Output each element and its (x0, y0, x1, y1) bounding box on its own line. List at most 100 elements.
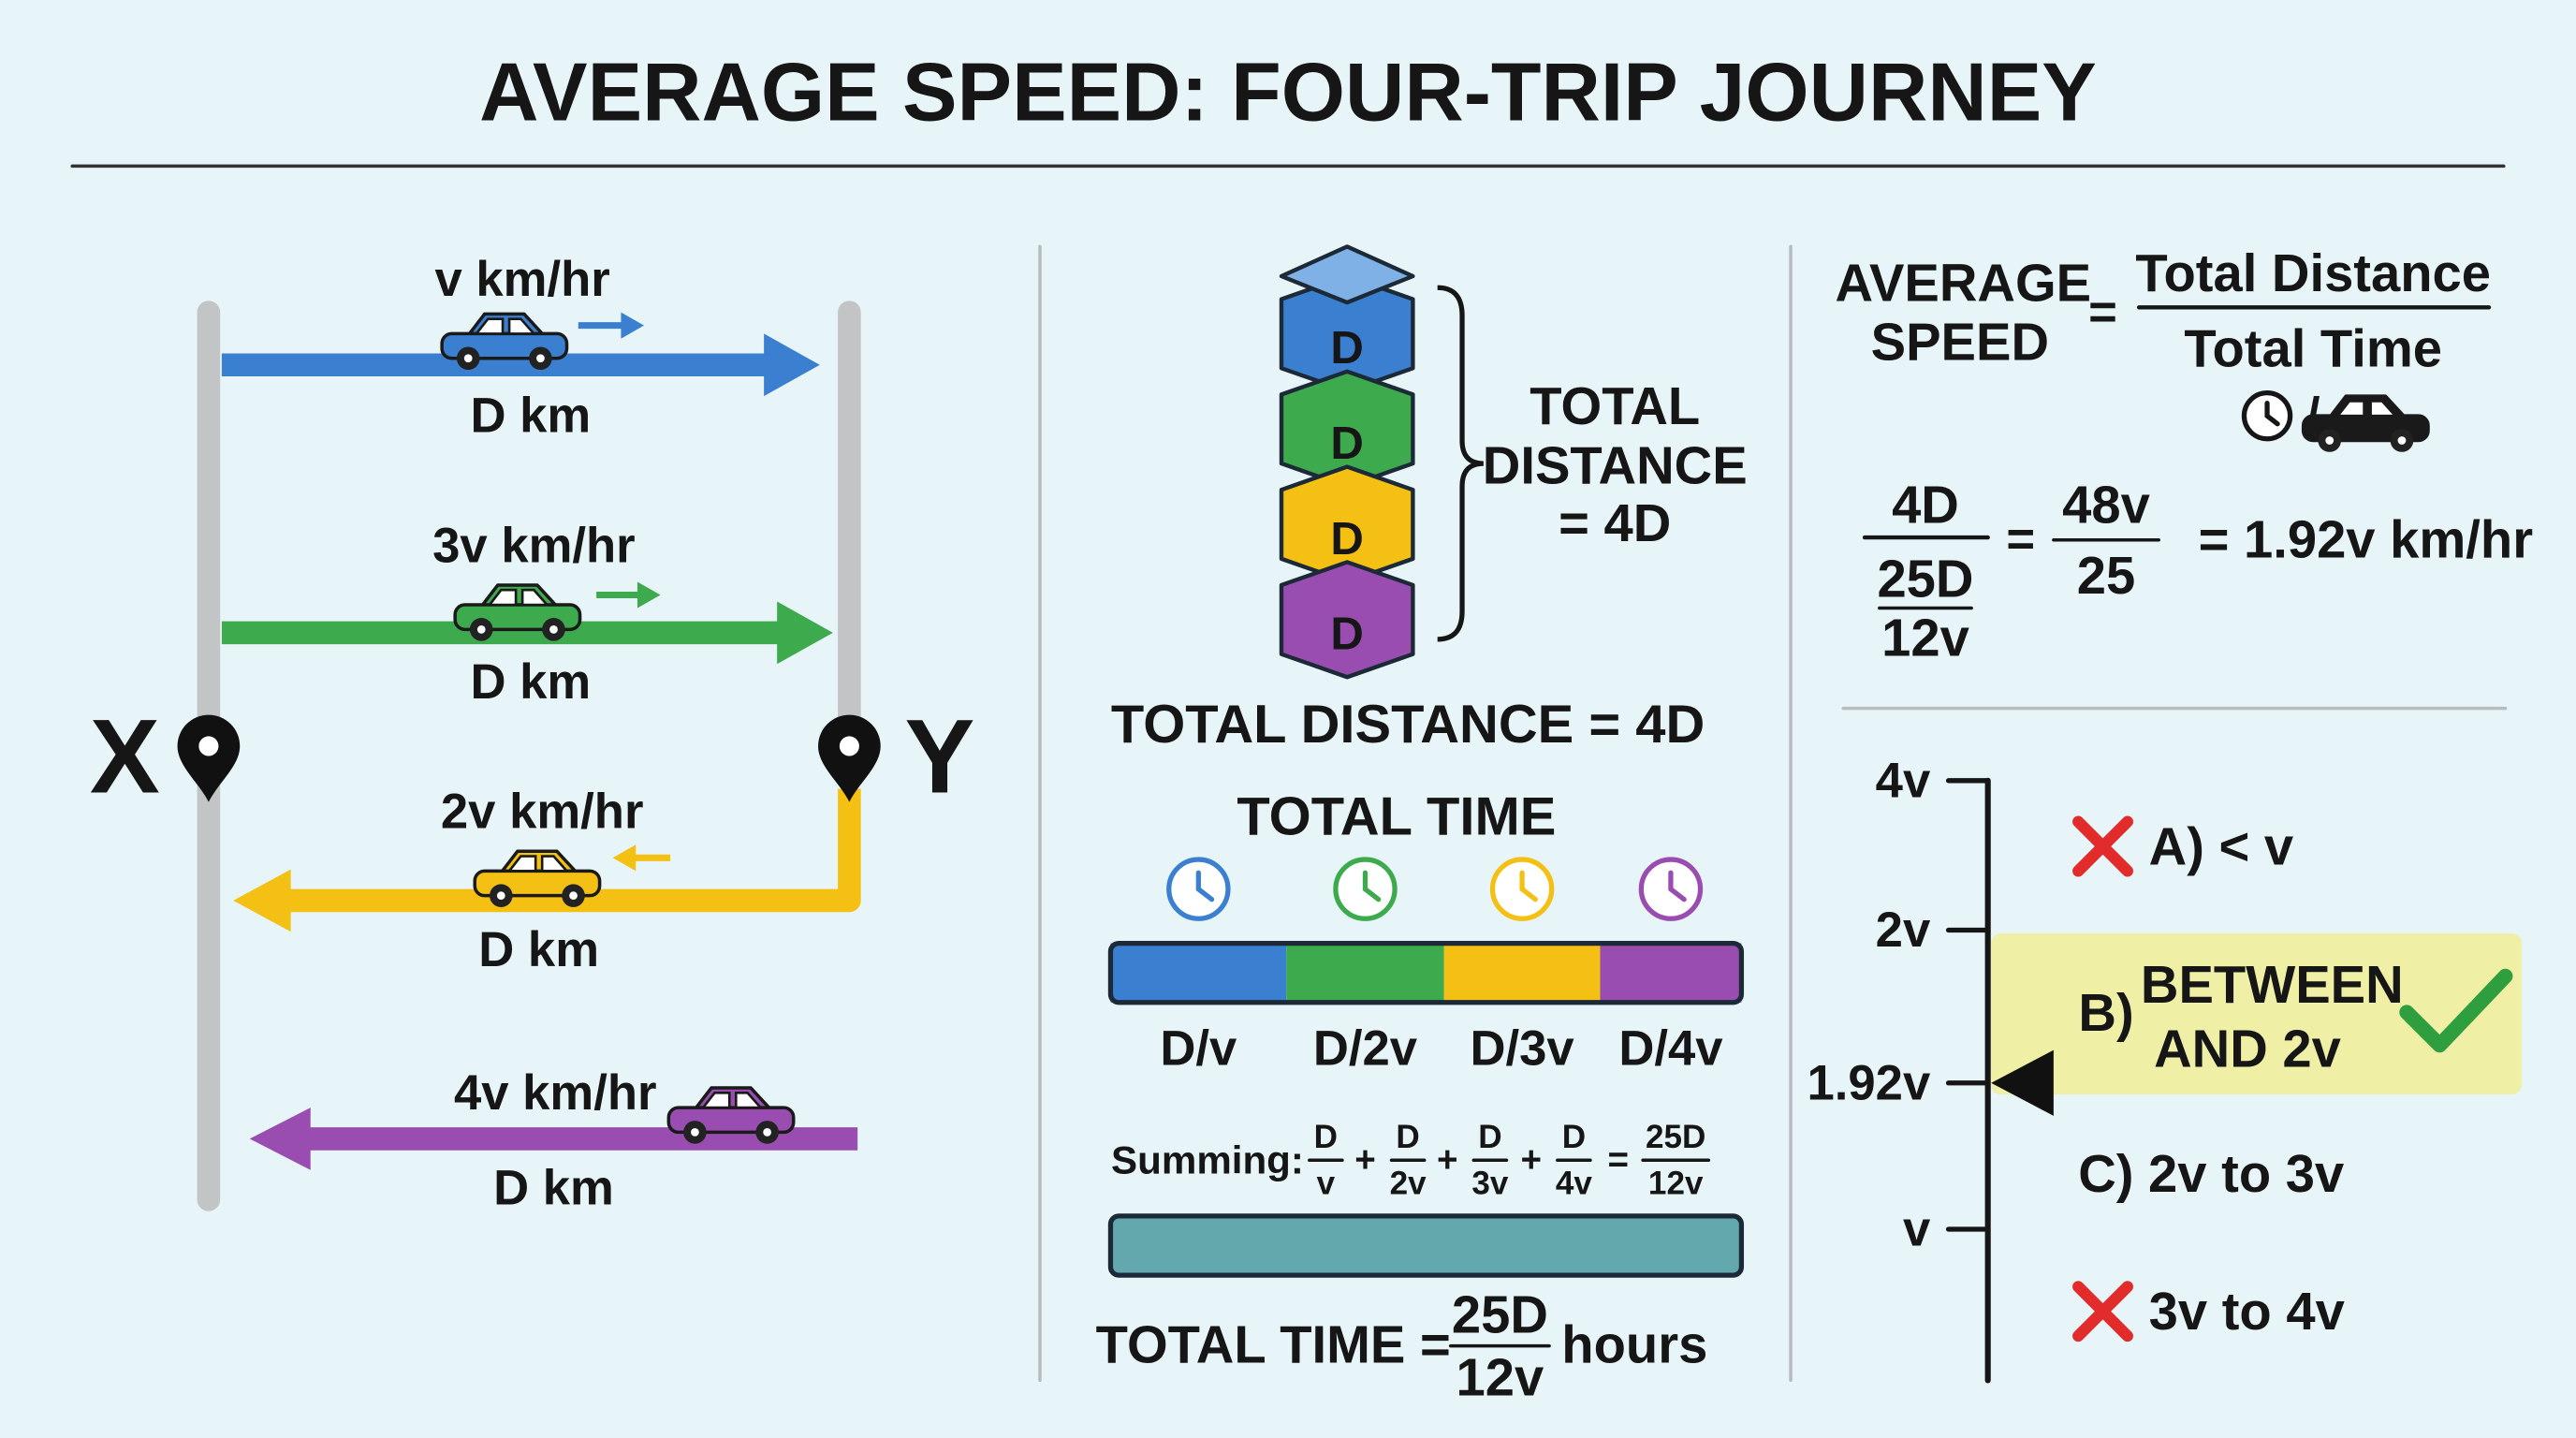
total-time-label: TOTAL TIME = (1096, 1314, 1451, 1373)
block-top (1279, 244, 1415, 305)
trip-arrowhead (621, 312, 644, 339)
check-icon (2399, 968, 2513, 1053)
summing-result-numerator: 25D (1646, 1119, 1705, 1155)
time-segment-label: D/v (1160, 1020, 1237, 1076)
total-time-fraction-numerator: 25D (1452, 1285, 1548, 1344)
total-time-fraction-denominator: 12v (1456, 1347, 1544, 1406)
pin-hole (198, 736, 219, 756)
location-pin (177, 714, 241, 802)
car-hub (496, 891, 505, 901)
clock-hands (1668, 870, 1687, 902)
clock-hands (1362, 870, 1382, 902)
summing-label: Summing: (1111, 1138, 1304, 1182)
time-segment-label: D/3v (1471, 1020, 1575, 1076)
summing-operator: + (1437, 1140, 1458, 1181)
summing-term-denominator: 2v (1390, 1165, 1427, 1201)
brace-label: TOTAL (1530, 376, 1700, 435)
block-face (1279, 369, 1415, 489)
formula-lhs: SPEED (1871, 313, 2049, 372)
formula-lhs: AVERAGE (1836, 254, 2092, 313)
block-label: D (1330, 323, 1363, 374)
trip-speed: 4v km/hr (454, 1065, 657, 1121)
block-face (1279, 560, 1415, 680)
distance-caption: TOTAL DISTANCE = 4D (1111, 695, 1705, 755)
endpoint-label: Y (904, 697, 974, 814)
car-icon (453, 583, 582, 641)
summing-operator: + (1354, 1140, 1376, 1181)
endpoint-label: X (90, 697, 160, 814)
car-window (2334, 400, 2398, 418)
trip-arrowhead (249, 1108, 311, 1170)
car-window (487, 588, 550, 607)
cross-icon (2072, 1281, 2133, 1343)
car-hub (549, 624, 558, 634)
answer-highlight (1991, 933, 2523, 1095)
clock-icon (1166, 857, 1231, 921)
car-window (700, 1091, 764, 1109)
time-bar-outline (1107, 940, 1745, 1005)
block-label: D (1330, 609, 1363, 660)
car-window (506, 855, 570, 873)
trip-arrowhead (764, 333, 820, 397)
total-time-unit: hours (1561, 1314, 1707, 1373)
summing-term-denominator: 4v (1556, 1165, 1593, 1201)
car-hub (2397, 436, 2407, 445)
cross-icon (2072, 815, 2133, 877)
calc-step-numerator: 48v (2062, 475, 2150, 534)
distance-block: D (1279, 244, 1415, 394)
distance-block: D (1279, 369, 1415, 489)
calc-numerator: 4D (1892, 475, 1959, 534)
clock-hands (1519, 870, 1538, 902)
option-label: BETWEEN (2141, 955, 2404, 1014)
time-segment (1110, 943, 1287, 1003)
car-icon (2301, 394, 2430, 452)
formula-equals: = (2088, 285, 2117, 340)
summing-term-numerator: D (1314, 1119, 1338, 1155)
car-icon (473, 849, 602, 907)
trip-speed: 2v km/hr (441, 785, 644, 840)
option-letter: B) (2078, 983, 2133, 1042)
trip-distance: D km (471, 389, 592, 444)
trip-speed: v km/hr (434, 252, 609, 307)
scale-marker (1991, 1049, 2054, 1116)
trip-arrowhead (233, 869, 291, 932)
summing-term-numerator: D (1396, 1119, 1419, 1155)
title: AVERAGE SPEED: FOUR-TRIP JOURNEY (479, 46, 2097, 138)
scale-tick-label: 4v (1876, 753, 1931, 808)
time-segment (1443, 943, 1601, 1003)
option-label: AND 2v (2154, 1019, 2341, 1078)
calc-equals: = (2006, 511, 2035, 566)
car-hub (569, 891, 578, 901)
summing-term-denominator: 3v (1471, 1165, 1509, 1201)
formula-numerator: Total Distance (2135, 243, 2491, 302)
clock-icon (1638, 857, 1704, 921)
trip-arrowhead (637, 581, 661, 609)
trip-distance: D km (478, 922, 599, 977)
scale-tick-label: 2v (1876, 902, 1931, 958)
scale-tick-label: 1.92v (1808, 1055, 1931, 1110)
car-icon (666, 1086, 796, 1144)
car-window (474, 317, 537, 335)
trip-speed: 3v km/hr (432, 518, 636, 573)
pin-hole (839, 736, 859, 756)
summing-operator: + (1520, 1140, 1542, 1181)
summing-result-denominator: 12v (1648, 1165, 1704, 1201)
car-hub (476, 624, 486, 634)
block-label: D (1330, 514, 1363, 565)
brace-label: = 4D (1559, 493, 1671, 552)
car-hub (536, 354, 545, 363)
clock-icon (1333, 857, 1398, 921)
brace (1437, 285, 1485, 642)
clock-hands (2264, 401, 2280, 427)
summing-operator: = (1607, 1140, 1629, 1181)
calc-result: = 1.92v km/hr (2199, 509, 2533, 568)
trip-distance: D km (493, 1161, 614, 1216)
car-hub (463, 354, 473, 363)
time-segment-label: D/2v (1313, 1020, 1418, 1076)
time-segment-label: D/4v (1618, 1020, 1723, 1076)
calc-denominator-denominator: 12v (1881, 609, 1969, 668)
time-segment (1286, 943, 1444, 1003)
clock-icon (2241, 389, 2293, 442)
